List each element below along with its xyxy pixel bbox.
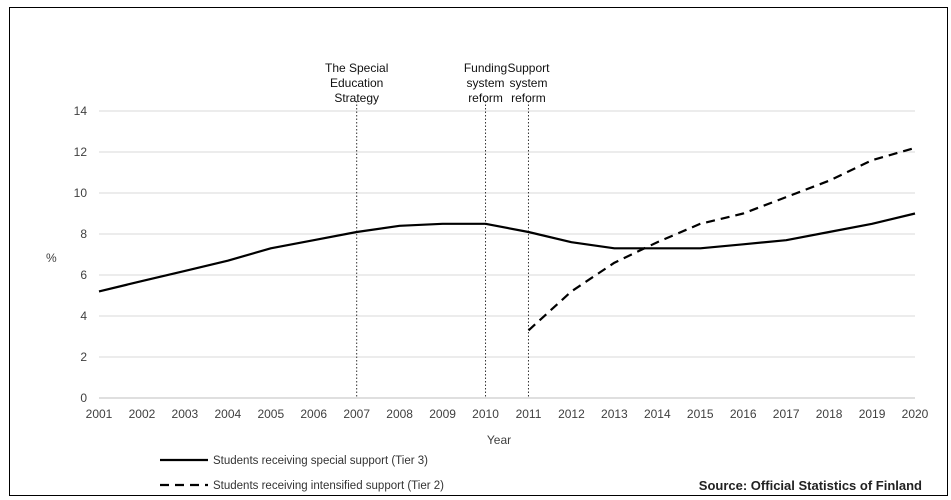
x-axis-title: Year	[487, 433, 511, 447]
x-tick-label: 2004	[214, 407, 241, 421]
x-tick-label: 2013	[601, 407, 628, 421]
x-tick-label: 2020	[902, 407, 929, 421]
y-tick-label: 4	[80, 309, 87, 323]
y-tick-label: 6	[80, 268, 87, 282]
x-tick-label: 2001	[86, 407, 113, 421]
y-tick-labels: 0 2 4 6 8 10 12 14	[74, 104, 88, 405]
series-line	[98, 212, 916, 293]
x-tick-label: 2019	[859, 407, 886, 421]
legend-label: Students receiving intensified support (…	[213, 480, 444, 492]
x-tick-label: 2009	[429, 407, 456, 421]
y-tick-label: 14	[74, 104, 88, 118]
x-tick-labels: 2001 2002 2003 2004 2005 2006 2007 2008 2009 2010…	[86, 407, 929, 421]
x-tick-label: 2012	[558, 407, 585, 421]
line-chart: 0 2 4 6 8 10 12 14 2001 2002 2003 2004 2005 2006 2007…	[46, 61, 929, 493]
x-tick-label: 2015	[687, 407, 714, 421]
x-tick-label: 2017	[773, 407, 800, 421]
x-tick-label: 2018	[816, 407, 843, 421]
chart-frame: 0 2 4 6 8 10 12 14 2001 2002 2003 2004 2005 2006 2007…	[9, 7, 948, 496]
y-tick-label: 2	[80, 350, 87, 364]
event-markers	[356, 101, 529, 398]
y-tick-label: 10	[74, 186, 88, 200]
x-tick-label: 2007	[343, 407, 370, 421]
x-tick-label: 2003	[172, 407, 199, 421]
event-annotation: The Special Education Strategy	[325, 61, 388, 105]
x-tick-label: 2005	[257, 407, 284, 421]
source-note: Source: Official Statistics of Finland	[699, 478, 922, 493]
y-tick-label: 0	[80, 391, 87, 405]
x-tick-label: 2014	[644, 407, 671, 421]
event-annotation: Funding system reform	[464, 61, 507, 105]
y-tick-label: 8	[80, 227, 87, 241]
x-tick-label: 2002	[129, 407, 156, 421]
x-tick-label: 2011	[516, 407, 542, 421]
x-tick-label: 2016	[730, 407, 757, 421]
annotation-labels: The Special Education Strategy Funding syste…	[325, 61, 550, 105]
y-axis-title: %	[46, 251, 57, 265]
x-tick-label: 2008	[386, 407, 413, 421]
x-tick-label: 2010	[472, 407, 499, 421]
y-tick-label: 12	[74, 145, 88, 159]
series-line	[527, 146, 916, 332]
event-annotation: Support system reform	[507, 61, 550, 105]
gridlines	[99, 110, 915, 399]
x-tick-label: 2006	[300, 407, 327, 421]
legend-label: Students receiving special support (Tier…	[213, 455, 428, 467]
series-lines	[98, 146, 916, 332]
legend: Students receiving special support (Tier…	[160, 455, 444, 492]
